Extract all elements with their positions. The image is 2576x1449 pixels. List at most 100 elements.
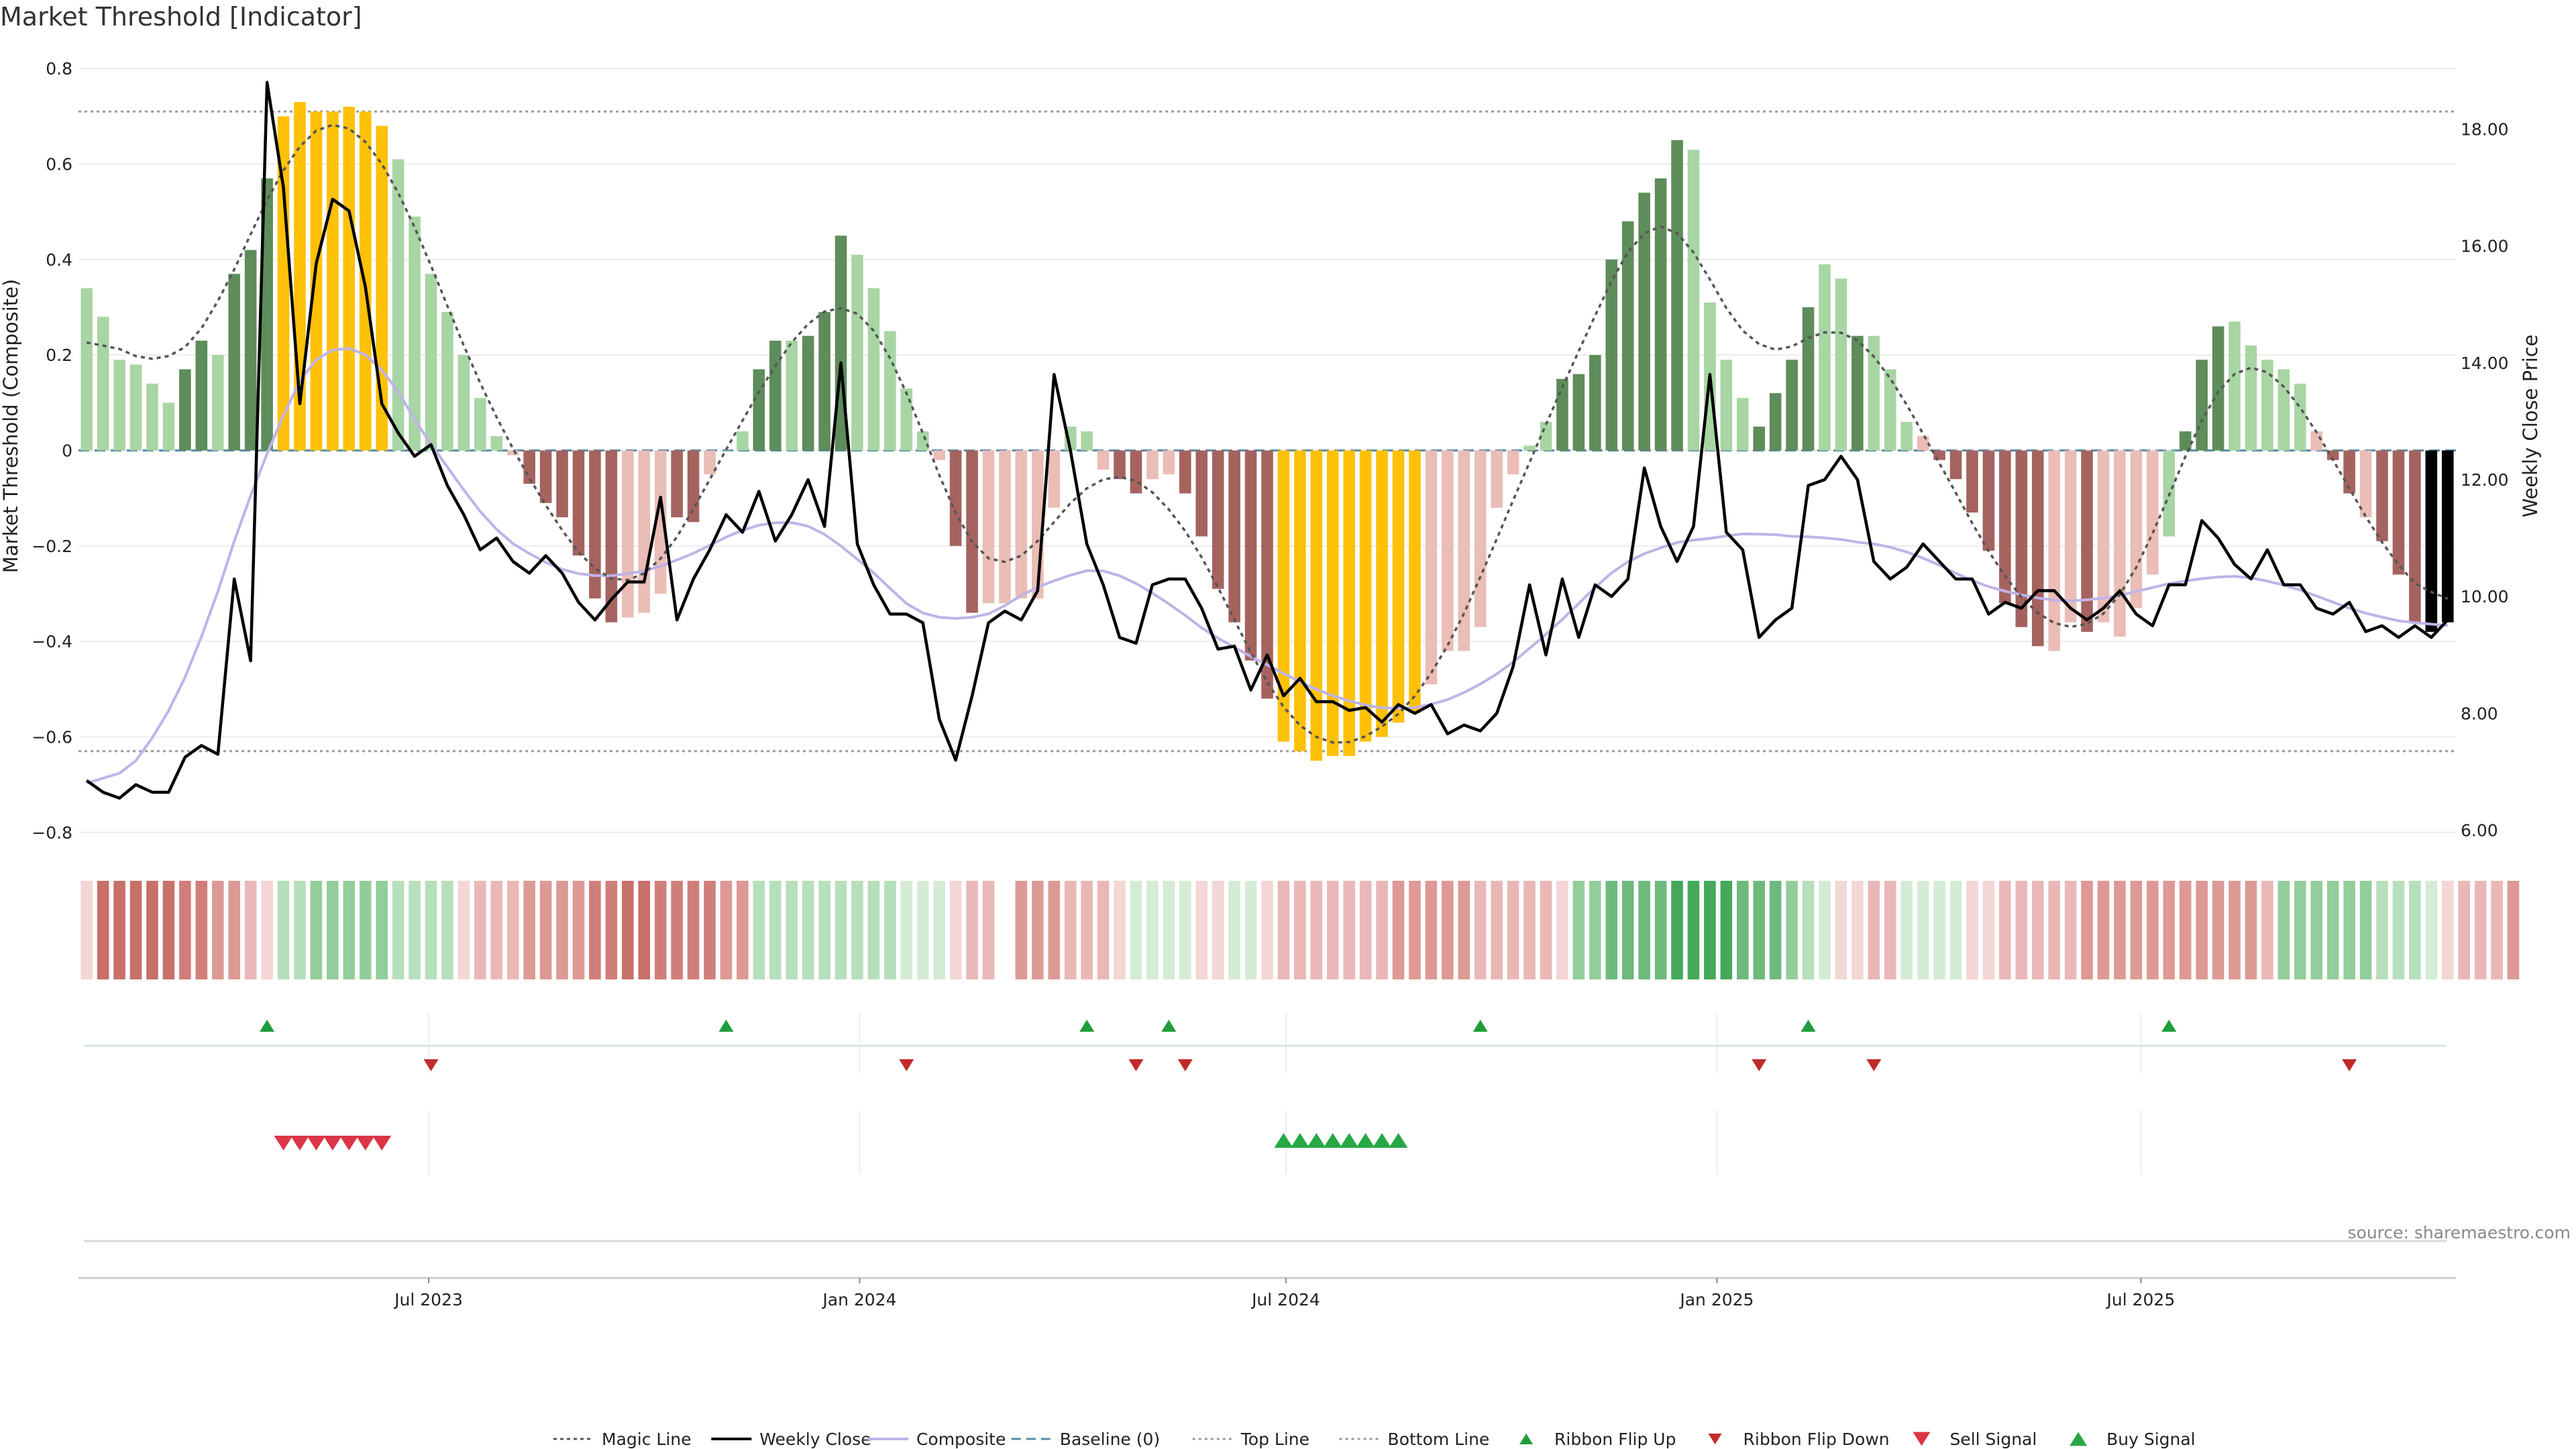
x-tick-label: Jan 2025 [1678,1290,1754,1309]
histogram-bar [802,335,814,451]
histogram-bar [638,450,651,613]
ribbon-cell [277,881,290,979]
histogram-bar [179,369,191,451]
histogram-bar [113,360,125,451]
ribbon-cell [1474,881,1487,979]
histogram-bar [1753,426,1766,451]
ribbon-cell [867,881,880,979]
ribbon-cell [2376,881,2388,979]
ribbon-flip-down-marker [899,1059,914,1071]
ribbon-cell [1621,881,1634,979]
histogram-bar [1326,450,1339,756]
ribbon-cell [1982,881,1995,979]
chart-title: Market Threshold [Indicator] [0,2,362,32]
ribbon-cell [2130,881,2143,979]
ribbon-cell [1343,881,1356,979]
ribbon-cell [2163,881,2176,979]
ribbon-cell [720,881,733,979]
legend-composite: Composite [867,1430,1006,1449]
sell-signal-marker [356,1136,375,1150]
ribbon-cell [1048,881,1061,979]
ribbon-cell [310,881,323,979]
histogram-bar [999,450,1011,604]
histogram-bar [1621,221,1634,451]
y-tick-label: 0.6 [46,155,72,174]
ribbon-cell [1671,881,1683,979]
sell-signal-marker [323,1136,342,1150]
sell-signal-marker [290,1136,309,1150]
ribbon-cell [1523,881,1536,979]
ribbon-cell [1392,881,1405,979]
ribbon-cell [818,881,830,979]
ribbon-cell [458,881,470,979]
ribbon-cell [211,881,224,979]
ribbon-cell [1704,881,1716,979]
ribbon-cell [1376,881,1388,979]
ribbon-cell [1900,881,1913,979]
legend-sell-signal: Sell Signal [1913,1430,2037,1449]
legend-label: Bottom Line [1388,1430,1490,1449]
ribbon-cell [1884,881,1896,979]
x-tick-label: Jul 2023 [393,1290,463,1309]
ribbon-cell [2048,881,2060,979]
histogram-bar [1786,360,1798,451]
sell-signal-marker [372,1136,392,1150]
histogram-bar [1605,259,1618,451]
histogram-bar [572,450,585,556]
histogram-bar [1671,140,1683,451]
ribbon-cell [704,881,716,979]
y-tick-label: −0.6 [32,727,72,747]
histogram-bar [261,178,273,451]
y-tick-label: 0.8 [46,59,72,78]
ribbon-cell [1409,881,1421,979]
ribbon-cell [244,881,257,979]
histogram-bar [146,383,158,451]
ribbon-cell [1294,881,1306,979]
ribbon-cell [1277,881,1290,979]
histogram-bar [2212,326,2224,451]
histogram-bar [1343,450,1356,756]
ribbon-cell [1949,881,1962,979]
ribbon-cell [2229,881,2241,979]
sell-signal-marker [274,1136,293,1150]
ribbon-cell [1917,881,1929,979]
histogram-bar [2261,360,2273,451]
histogram-bar [2277,369,2290,451]
ribbon-cell [884,881,896,979]
histogram-bar [933,450,945,460]
histogram-bar [2294,383,2306,451]
y-axis-label: Market Threshold (Composite) [0,279,22,573]
histogram-bar [1868,335,1880,451]
histogram-bar [1442,450,1454,651]
ribbon-cell [425,881,437,979]
histogram-bar [2081,450,2093,632]
histogram-bar [1900,421,1913,451]
ribbon-flip-down-marker [1177,1059,1193,1071]
histogram-bar [1458,450,1470,651]
ribbon-cell [1114,881,1126,979]
histogram-bar [556,450,568,518]
buy-signal-marker [1389,1133,1408,1148]
histogram-bar [506,450,519,455]
ribbon-cell [1130,881,1142,979]
histogram-bar [1917,436,1929,451]
y2-tick-label: 8.00 [2461,704,2498,723]
histogram-bar [654,450,667,594]
histogram-bar [1556,378,1568,451]
buy-signal-marker [1323,1133,1342,1148]
ribbon-cell [2015,881,2028,979]
legend-magic-line: Magic Line [553,1430,692,1449]
histogram-bar [1244,450,1257,661]
ribbon-cell [1589,881,1601,979]
legend-label: Top Line [1240,1430,1309,1449]
ribbon-cell [1851,881,1864,979]
weekly-close-line [85,80,2449,800]
histogram-bars [80,102,2454,761]
histogram-bar [2031,450,2044,647]
histogram-bar [1819,264,1831,451]
ribbon-cell [392,881,405,979]
ribbon-cell [1261,881,1273,979]
ribbon-cell [1819,881,1831,979]
ribbon-cell [2491,881,2503,979]
ribbon-cell [146,881,158,979]
